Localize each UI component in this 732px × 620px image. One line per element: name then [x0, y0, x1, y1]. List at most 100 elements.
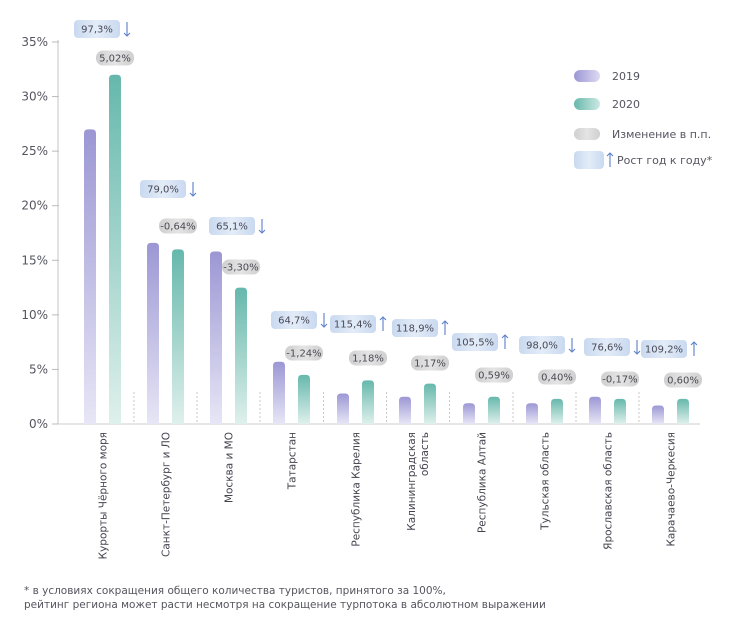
bar-2019 — [210, 251, 222, 424]
bar-2020 — [109, 74, 121, 424]
bar-2019 — [652, 405, 664, 424]
change-pill — [349, 350, 387, 366]
bars — [84, 74, 689, 425]
bar-2020 — [614, 398, 626, 424]
change-pp-label: -0,64% — [160, 222, 195, 233]
bar-2020 — [172, 249, 184, 424]
change-pp-label: 0,59% — [478, 371, 510, 382]
bar-2020 — [424, 383, 436, 424]
yoy-pill — [584, 338, 630, 356]
legend-label-2019: 2019 — [612, 70, 640, 83]
y-tick-label: 0% — [29, 417, 48, 431]
arrow-down-icon — [123, 22, 131, 37]
arrow-up-icon — [501, 334, 509, 349]
bar-2020 — [677, 398, 689, 424]
yoy-pill — [140, 180, 186, 198]
yoy-growth-label: 105,5% — [456, 338, 494, 349]
bar-2019 — [526, 403, 538, 424]
arrow-up-icon — [441, 320, 449, 335]
legend-swatch-2020 — [574, 98, 600, 110]
category-label: Карачаево-Черкесия — [666, 432, 678, 547]
legend-label-gray: Изменение в п.п. — [612, 128, 711, 141]
bar-2019 — [273, 361, 285, 424]
arrow-up-icon — [690, 341, 698, 356]
y-tick-label: 15% — [21, 253, 48, 267]
change-pp-label: 1,17% — [414, 359, 446, 370]
y-tick-label: 25% — [21, 144, 48, 158]
yoy-growth-label: 97,3% — [81, 25, 113, 36]
category-label: Тульская область — [540, 432, 552, 531]
bar-2019 — [84, 129, 96, 425]
footnote: * в условиях сокращения общего количеств… — [24, 584, 546, 612]
change-pp-label: -1,24% — [286, 349, 321, 360]
category-label: Ярославская область — [603, 432, 615, 550]
category-label: Курорты Чёрного моря — [98, 432, 110, 559]
yoy-pill — [330, 315, 376, 333]
change-pill — [664, 372, 702, 388]
legend: 2019 2020 Изменение в п.п. Рост год к году* — [574, 70, 713, 169]
change-pill — [601, 371, 639, 387]
legend-swatch-blue — [574, 151, 604, 169]
yoy-pill — [209, 217, 255, 235]
footnote-line-1: * в условиях сокращения общего количеств… — [24, 585, 446, 597]
legend-label-blue: Рост год к году* — [617, 154, 713, 167]
change-pp-label: 5,02% — [99, 54, 131, 65]
bar-2019 — [147, 242, 159, 424]
y-tick-label: 20% — [21, 199, 48, 213]
footnote-line-2: рейтинг региона может расти несмотря на … — [24, 599, 546, 611]
bar-2019 — [589, 396, 601, 424]
bar-2020 — [298, 374, 310, 424]
bar-2019 — [337, 393, 349, 424]
change-pill — [411, 355, 449, 371]
change-pp-label: -0,17% — [602, 375, 637, 386]
change-pill — [96, 50, 134, 66]
category-label: Республика Карелия — [351, 432, 363, 547]
bar-2020 — [488, 396, 500, 424]
yoy-pill — [74, 20, 120, 38]
bar-labels: 97,3% 5,02% 79,0% -0,64% 65,1% -3,30% 64,7% -1,… — [74, 20, 702, 388]
legend-swatch-2019 — [574, 70, 600, 82]
yoy-growth-label: 115,4% — [334, 320, 372, 331]
y-tick-label: 10% — [21, 308, 48, 322]
yoy-growth-label: 79,0% — [147, 185, 179, 196]
change-pp-label: 0,40% — [541, 373, 573, 384]
arrow-up-icon — [606, 152, 614, 167]
arrow-up-icon — [379, 316, 387, 331]
arrow-down-icon — [189, 182, 197, 197]
yoy-pill — [452, 333, 498, 351]
yoy-pill — [271, 311, 317, 329]
yoy-growth-label: 118,9% — [396, 324, 434, 335]
category-label: Татарстан — [287, 432, 299, 490]
yoy-growth-label: 65,1% — [216, 222, 248, 233]
yoy-growth-label: 76,6% — [591, 343, 623, 354]
yoy-pill — [519, 336, 565, 354]
yoy-growth-label: 64,7% — [278, 316, 310, 327]
bar-2019 — [463, 403, 475, 424]
bar-2020 — [362, 380, 374, 424]
yoy-pill — [392, 319, 438, 337]
legend-swatch-gray — [574, 128, 600, 140]
category-label: Москва и МО — [224, 432, 236, 503]
change-pp-label: 1,18% — [352, 354, 384, 365]
yoy-pill — [641, 340, 687, 358]
y-axis: 0% 5% 10% 15% 20% 25% 30% 35% — [21, 35, 700, 431]
y-tick-label: 5% — [29, 362, 48, 376]
x-axis-labels: Курорты Чёрного моря Санкт-Петербург и ЛО… — [98, 432, 678, 559]
change-pill — [285, 345, 323, 361]
change-pp-label: 0,60% — [667, 376, 699, 387]
bar-2020 — [551, 398, 563, 424]
arrow-down-icon — [568, 338, 576, 353]
bar-2020 — [235, 287, 247, 424]
change-pill — [475, 367, 513, 383]
arrow-down-icon — [633, 340, 641, 355]
change-pill — [222, 259, 260, 275]
category-label: область — [419, 432, 431, 476]
arrow-down-icon — [258, 219, 266, 234]
change-pp-label: -3,30% — [223, 263, 258, 274]
y-tick-label: 35% — [21, 35, 48, 49]
yoy-growth-label: 98,0% — [526, 341, 558, 352]
category-label: Калининградская — [406, 432, 418, 531]
change-pill — [159, 218, 197, 234]
category-separators — [133, 392, 640, 424]
